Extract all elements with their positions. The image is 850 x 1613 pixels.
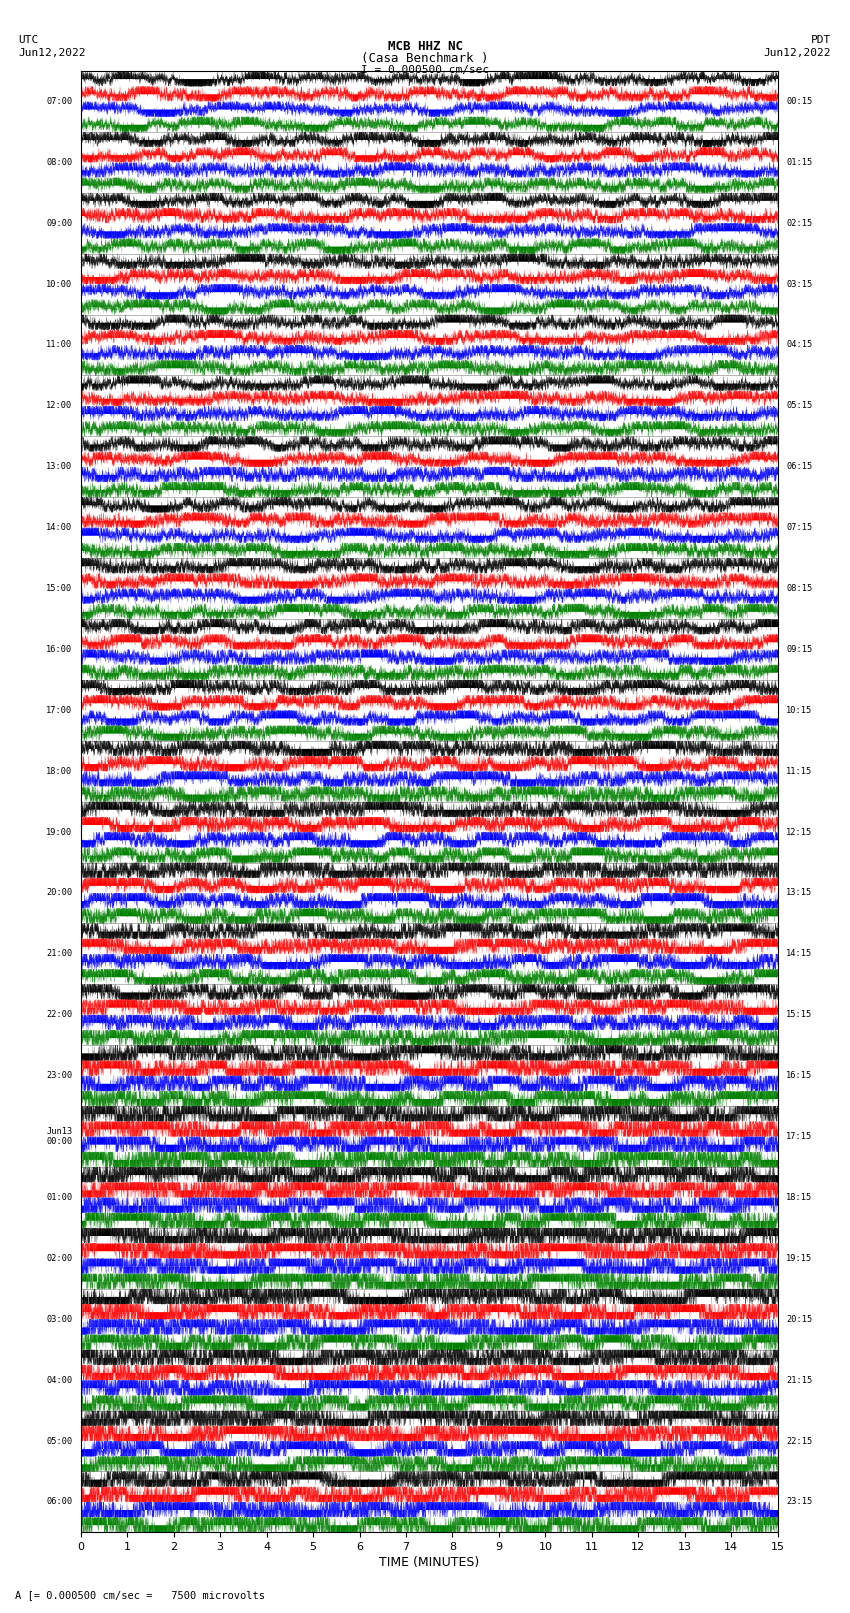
Text: 21:15: 21:15 <box>786 1376 813 1384</box>
Text: 08:00: 08:00 <box>46 158 72 166</box>
Text: 13:15: 13:15 <box>786 889 813 897</box>
Text: PDT: PDT <box>811 35 831 45</box>
Text: 03:15: 03:15 <box>786 279 813 289</box>
Text: 23:15: 23:15 <box>786 1497 813 1507</box>
Text: 04:15: 04:15 <box>786 340 813 350</box>
Text: 15:15: 15:15 <box>786 1010 813 1019</box>
Text: 14:00: 14:00 <box>46 523 72 532</box>
Text: 06:15: 06:15 <box>786 463 813 471</box>
Text: 15:00: 15:00 <box>46 584 72 594</box>
Text: 11:00: 11:00 <box>46 340 72 350</box>
Text: 01:15: 01:15 <box>786 158 813 166</box>
Text: 12:15: 12:15 <box>786 827 813 837</box>
Text: 18:00: 18:00 <box>46 766 72 776</box>
Text: 01:00: 01:00 <box>46 1194 72 1202</box>
Text: MCB HHZ NC: MCB HHZ NC <box>388 39 462 53</box>
Text: 03:00: 03:00 <box>46 1315 72 1324</box>
Text: A [= 0.000500 cm/sec =   7500 microvolts: A [= 0.000500 cm/sec = 7500 microvolts <box>15 1590 265 1600</box>
Text: 22:15: 22:15 <box>786 1437 813 1445</box>
Text: Jun12,2022: Jun12,2022 <box>19 48 86 58</box>
Text: Jun12,2022: Jun12,2022 <box>764 48 831 58</box>
Text: 05:00: 05:00 <box>46 1437 72 1445</box>
Text: 12:00: 12:00 <box>46 402 72 410</box>
Text: 13:00: 13:00 <box>46 463 72 471</box>
Text: 00:15: 00:15 <box>786 97 813 106</box>
Text: 05:15: 05:15 <box>786 402 813 410</box>
Text: 17:15: 17:15 <box>786 1132 813 1140</box>
Text: 14:15: 14:15 <box>786 950 813 958</box>
Text: 02:00: 02:00 <box>46 1253 72 1263</box>
Text: I = 0.000500 cm/sec: I = 0.000500 cm/sec <box>361 65 489 76</box>
Text: 06:00: 06:00 <box>46 1497 72 1507</box>
Text: 17:00: 17:00 <box>46 706 72 715</box>
Text: 10:00: 10:00 <box>46 279 72 289</box>
Text: 07:00: 07:00 <box>46 97 72 106</box>
Text: 18:15: 18:15 <box>786 1194 813 1202</box>
Text: 09:00: 09:00 <box>46 219 72 227</box>
X-axis label: TIME (MINUTES): TIME (MINUTES) <box>379 1557 479 1569</box>
Text: 07:15: 07:15 <box>786 523 813 532</box>
Text: 23:00: 23:00 <box>46 1071 72 1081</box>
Text: 11:15: 11:15 <box>786 766 813 776</box>
Text: 08:15: 08:15 <box>786 584 813 594</box>
Text: 02:15: 02:15 <box>786 219 813 227</box>
Text: 16:15: 16:15 <box>786 1071 813 1081</box>
Text: 19:00: 19:00 <box>46 827 72 837</box>
Text: Jun13
00:00: Jun13 00:00 <box>46 1127 72 1147</box>
Text: 22:00: 22:00 <box>46 1010 72 1019</box>
Text: (Casa Benchmark ): (Casa Benchmark ) <box>361 52 489 66</box>
Text: 16:00: 16:00 <box>46 645 72 653</box>
Text: 20:00: 20:00 <box>46 889 72 897</box>
Text: 09:15: 09:15 <box>786 645 813 653</box>
Text: 04:00: 04:00 <box>46 1376 72 1384</box>
Text: 21:00: 21:00 <box>46 950 72 958</box>
Text: UTC: UTC <box>19 35 39 45</box>
Text: 10:15: 10:15 <box>786 706 813 715</box>
Text: 20:15: 20:15 <box>786 1315 813 1324</box>
Text: 19:15: 19:15 <box>786 1253 813 1263</box>
